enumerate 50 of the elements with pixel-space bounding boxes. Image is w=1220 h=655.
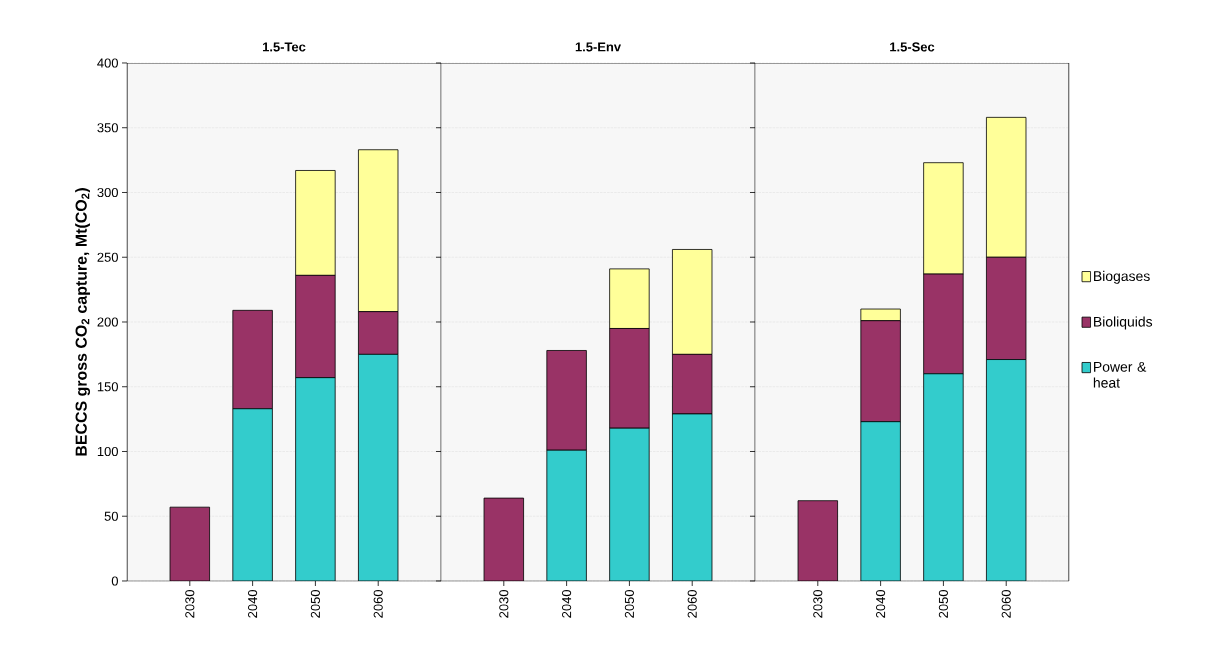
legend-label: Biogases (1094, 270, 1150, 284)
y-tick-label: 150 (97, 382, 118, 392)
legend-label: Power & heat (1093, 361, 1147, 388)
bar (169, 506, 210, 581)
chart-title: 1.5-Tec (262, 42, 306, 52)
bar (860, 320, 901, 423)
y-tick-label: 400 (97, 58, 118, 68)
bar (672, 413, 713, 581)
bar (295, 377, 336, 581)
bar (609, 427, 650, 581)
y-tick-label: 300 (97, 187, 118, 198)
bar (986, 359, 1027, 581)
y-tick-label: 350 (97, 123, 118, 133)
bar (609, 328, 650, 429)
x-tick-label: 2050 (624, 590, 634, 618)
y-tick-label: 0 (111, 576, 118, 586)
x-tick-label: 2040 (562, 590, 572, 618)
bar (923, 373, 964, 581)
bar (860, 308, 901, 322)
bar (986, 256, 1027, 360)
bar (232, 309, 273, 410)
x-tick-label: 2030 (185, 590, 195, 618)
x-tick-label: 2050 (938, 590, 948, 618)
bar (483, 497, 524, 581)
x-tick-label: 2040 (248, 590, 258, 618)
y-tick-label: 100 (97, 446, 118, 457)
bar (546, 350, 587, 451)
chart-title: 1.5-Env (575, 42, 621, 52)
bar (295, 274, 336, 379)
y-tick-label: 250 (97, 252, 118, 262)
x-tick-label: 2030 (813, 590, 823, 618)
bar (672, 353, 713, 415)
bar (358, 353, 399, 581)
bar (358, 311, 399, 355)
x-tick-label: 2060 (687, 590, 697, 618)
x-tick-label: 2050 (310, 590, 320, 618)
y-tick-label: 50 (104, 511, 118, 521)
x-tick-label: 2060 (1001, 590, 1011, 618)
x-tick-label: 2030 (499, 590, 509, 618)
bar (546, 449, 587, 581)
y-axis-title: BECCS gross CO$_{2}$ capture, Mt(CO$_{2}$) (75, 188, 91, 456)
bar (860, 421, 901, 581)
y-tick-label: 200 (97, 317, 118, 327)
legend-label: Bioliquids (1094, 316, 1153, 330)
bar (797, 500, 838, 581)
chart-title: 1.5-Sec (890, 42, 935, 52)
x-tick-label: 2040 (876, 590, 886, 618)
bar (923, 273, 964, 375)
bar (232, 408, 273, 581)
x-tick-label: 2060 (373, 590, 383, 618)
